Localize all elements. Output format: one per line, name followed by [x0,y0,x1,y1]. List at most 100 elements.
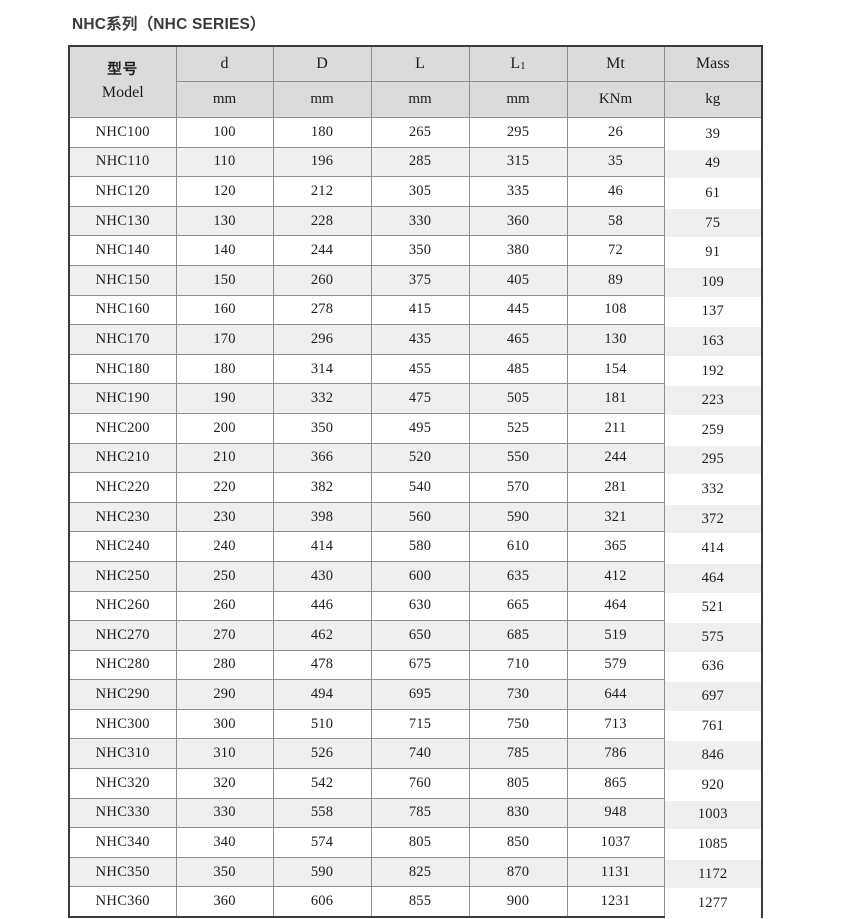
cell-model: NHC220 [69,472,177,503]
column-unit-bigd: mm [273,81,372,118]
cell-mass: 91 [664,237,762,268]
cell-l: 785 [371,798,470,829]
table-row: NHC140 140 244 350 380 72 91 [69,235,762,268]
column-header-l: L [371,46,470,82]
cell-mt: 579 [567,650,665,681]
cell-l1: 750 [469,709,568,740]
cell-bigd: 558 [273,798,372,829]
cell-bigd: 332 [273,383,372,414]
cell-model: NHC270 [69,620,177,651]
cell-bigd: 382 [273,472,372,503]
cell-model: NHC170 [69,324,177,355]
cell-d: 360 [176,886,274,917]
cell-bigd: 590 [273,857,372,888]
cell-d: 190 [176,383,274,414]
cell-mt: 1037 [567,827,665,858]
cell-l1: 805 [469,768,568,799]
cell-mt: 58 [567,206,665,237]
page-title: NHC系列（NHC SERIES） [72,16,266,33]
cell-l1: 635 [469,561,568,592]
column-header-l-label: L [415,55,425,72]
column-header-mt: Mt [567,46,665,82]
column-unit-mt: KNm [567,81,665,118]
cell-bigd: 574 [273,827,372,858]
cell-l1: 315 [469,147,568,178]
cell-bigd: 278 [273,295,372,326]
cell-bigd: 398 [273,502,372,533]
cell-bigd: 542 [273,768,372,799]
cell-bigd: 260 [273,265,372,296]
table-row: NHC190 190 332 475 505 181 223 [69,383,762,416]
cell-model: NHC210 [69,443,177,474]
column-header-l1-subscript: 1 [520,60,526,72]
table-row: NHC310 310 526 740 785 786 846 [69,738,762,772]
cell-mass: 920 [664,770,762,801]
cell-mt: 865 [567,768,665,799]
cell-mt: 211 [567,413,665,444]
cell-bigd: 228 [273,206,372,237]
cell-model: NHC310 [69,738,177,770]
column-header-d-label: d [220,55,229,72]
cell-bigd: 510 [273,709,372,740]
table-row: NHC170 170 296 435 465 130 163 [69,324,762,357]
cell-mass: 223 [664,385,762,416]
cell-model: NHC130 [69,206,177,237]
cell-mt: 108 [567,295,665,326]
cell-model: NHC190 [69,383,177,414]
cell-model: NHC120 [69,176,177,207]
cell-model: NHC330 [69,798,177,829]
cell-l1: 730 [469,679,568,710]
cell-d: 260 [176,591,274,622]
cell-l: 520 [371,443,470,474]
cell-bigd: 296 [273,324,372,355]
cell-d: 160 [176,295,274,326]
cell-mass: 75 [664,208,762,239]
cell-bigd: 244 [273,235,372,266]
cell-mt: 46 [567,176,665,207]
cell-d: 350 [176,857,274,888]
column-header-model-en: Model [101,83,144,101]
column-header-l1: L1 [469,46,568,82]
cell-l: 715 [371,709,470,740]
cell-mass: 39 [664,119,762,150]
cell-model: NHC300 [69,709,177,740]
cell-l: 330 [371,206,470,237]
cell-model: NHC230 [69,502,177,533]
column-header-l1-label: L [510,55,521,72]
cell-l: 495 [371,413,470,444]
cell-bigd: 462 [273,620,372,651]
cell-l1: 785 [469,738,568,770]
table-row: NHC290 290 494 695 730 644 697 [69,679,762,712]
cell-d: 180 [176,354,274,385]
cell-l1: 550 [469,443,568,474]
table-row: NHC320 320 542 760 805 865 920 [69,768,762,801]
cell-mt: 281 [567,472,665,503]
cell-mt: 365 [567,531,665,562]
cell-l1: 850 [469,827,568,858]
table-header-row-units: mm mm mm mm KNm kg [69,81,762,118]
cell-l: 650 [371,620,470,651]
cell-l1: 405 [469,265,568,296]
table-row: NHC120 120 212 305 335 46 61 [69,176,762,209]
table-row: NHC110 110 196 285 315 35 49 [69,147,762,180]
cell-bigd: 430 [273,561,372,592]
cell-bigd: 414 [273,531,372,562]
cell-l: 415 [371,295,470,326]
table-row: NHC280 280 478 675 710 579 636 [69,650,762,683]
cell-d: 290 [176,679,274,710]
column-header-bigd: D [273,46,372,82]
table-row: NHC180 180 314 455 485 154 192 [69,354,762,387]
cell-model: NHC180 [69,354,177,385]
table-row: NHC350 350 590 825 870 1131 1172 [69,857,762,890]
cell-mass: 464 [664,563,762,594]
cell-bigd: 314 [273,354,372,385]
cell-l1: 525 [469,413,568,444]
cell-model: NHC140 [69,235,177,266]
cell-model: NHC360 [69,886,177,917]
table-row: NHC330 330 558 785 830 948 1003 [69,798,762,831]
cell-d: 150 [176,265,274,296]
cell-d: 270 [176,620,274,651]
cell-model: NHC240 [69,531,177,562]
cell-mt: 26 [567,117,665,148]
cell-mt: 154 [567,354,665,385]
